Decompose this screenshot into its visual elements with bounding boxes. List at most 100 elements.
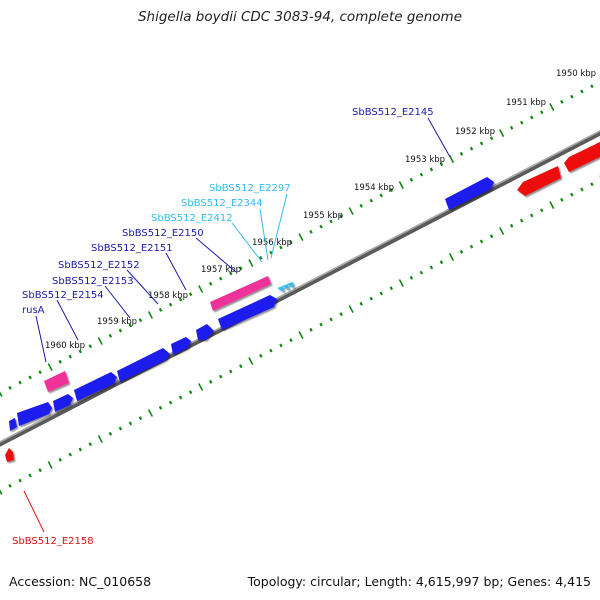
minor-tick <box>219 276 223 281</box>
gene-feature[interactable] <box>196 324 214 340</box>
major-tick <box>298 331 304 339</box>
label-connector <box>126 269 159 305</box>
minor-tick <box>519 120 524 125</box>
gene-feature[interactable] <box>117 348 170 382</box>
gene-feature[interactable] <box>44 371 69 392</box>
tick-label: 1956 kbp <box>252 238 292 248</box>
gene-feature[interactable] <box>210 276 271 311</box>
gene-label[interactable]: SbBS512_E2150 <box>122 228 204 239</box>
minor-tick <box>459 249 464 254</box>
minor-tick <box>118 328 123 333</box>
minor-tick <box>239 266 243 271</box>
major-tick <box>97 337 103 345</box>
minor-tick <box>359 203 363 208</box>
gene-label[interactable]: SbBS512_E2297 <box>209 183 291 194</box>
minor-tick <box>58 359 62 364</box>
minor-tick <box>419 172 424 177</box>
gene-label[interactable]: SbBS512_E2145 <box>352 107 434 118</box>
label-connector <box>259 208 269 261</box>
major-tick <box>248 357 254 365</box>
minor-tick <box>309 229 313 234</box>
minor-tick <box>530 213 534 218</box>
label-connector <box>231 222 263 263</box>
gene-label[interactable]: SbBS512_E2344 <box>181 198 263 209</box>
minor-tick <box>379 193 383 198</box>
minor-tick <box>570 94 574 99</box>
minor-tick <box>18 380 22 385</box>
gene-label[interactable]: SbBS512_E2412 <box>151 213 233 224</box>
gene-label[interactable]: SbBS512_E2158 <box>12 536 94 547</box>
minor-tick <box>88 344 93 349</box>
minor-tick <box>329 219 333 224</box>
minor-tick <box>469 146 474 151</box>
major-tick <box>398 279 404 287</box>
major-tick <box>198 285 204 293</box>
minor-tick <box>309 327 313 332</box>
minor-tick <box>439 162 444 167</box>
minor-tick <box>188 390 193 395</box>
repeat-feature[interactable] <box>277 286 284 292</box>
major-tick <box>0 391 3 397</box>
forward-strand-features <box>9 177 494 431</box>
minor-tick <box>540 208 544 213</box>
gene-feature[interactable] <box>53 394 73 412</box>
minor-tick <box>570 192 574 197</box>
gene-feature[interactable] <box>74 372 117 401</box>
minor-tick <box>28 375 32 380</box>
minor-tick <box>560 197 564 202</box>
minor-tick <box>530 115 534 120</box>
minor-tick <box>219 374 223 379</box>
minor-tick <box>439 260 444 265</box>
major-tick <box>298 233 304 241</box>
repeat-feature[interactable] <box>287 282 294 288</box>
minor-tick <box>509 223 514 228</box>
minor-tick <box>259 353 263 358</box>
gene-feature[interactable] <box>9 418 17 431</box>
minor-tick <box>289 240 293 245</box>
repeat-feature[interactable] <box>282 284 289 290</box>
label-connector <box>270 193 288 259</box>
gene-label[interactable]: SbBS512_E2151 <box>91 243 173 254</box>
accession-text: Accession: NC_010658 <box>9 574 152 589</box>
tick-label: 1957 kbp <box>201 265 241 275</box>
minor-tick <box>208 379 213 384</box>
minor-tick <box>8 385 12 390</box>
gene-label[interactable]: SbBS512_E2153 <box>52 276 134 287</box>
gene-feature[interactable] <box>5 448 14 462</box>
minor-tick <box>68 452 72 457</box>
major-tick <box>97 435 103 443</box>
gene-feature[interactable] <box>17 402 52 426</box>
gene-label[interactable]: SbBS512_E2154 <box>22 290 104 301</box>
minor-tick <box>479 239 484 244</box>
minor-tick <box>128 323 133 328</box>
minor-tick <box>108 333 113 338</box>
major-tick <box>549 201 555 209</box>
major-tick <box>499 129 505 137</box>
minor-tick <box>329 317 333 322</box>
gene-label[interactable]: SbBS512_E2152 <box>58 260 140 271</box>
genome-summary-text: Topology: circular; Length: 4,615,997 bp… <box>247 574 591 589</box>
minor-tick <box>178 395 183 400</box>
tick-label: 1954 kbp <box>354 183 394 193</box>
minor-tick <box>269 250 273 255</box>
gene-feature[interactable] <box>517 166 561 196</box>
gene-feature[interactable] <box>218 295 277 330</box>
gene-feature[interactable] <box>171 337 191 355</box>
tick-label: 1959 kbp <box>97 317 137 327</box>
major-tick <box>147 311 154 319</box>
major-tick <box>248 259 254 267</box>
label-connector <box>427 117 451 158</box>
gene-feature[interactable] <box>564 141 600 172</box>
minor-tick <box>339 214 343 219</box>
minor-tick <box>68 354 72 359</box>
label-connector <box>56 299 79 341</box>
minor-tick <box>78 447 82 452</box>
genome-backbone <box>0 130 600 447</box>
gene-feature[interactable] <box>445 177 494 210</box>
minor-tick <box>18 478 22 483</box>
tick-label: 1955 kbp <box>303 211 343 221</box>
minor-tick <box>289 338 293 343</box>
minor-tick <box>118 426 123 431</box>
gene-label[interactable]: rusA <box>22 305 45 316</box>
